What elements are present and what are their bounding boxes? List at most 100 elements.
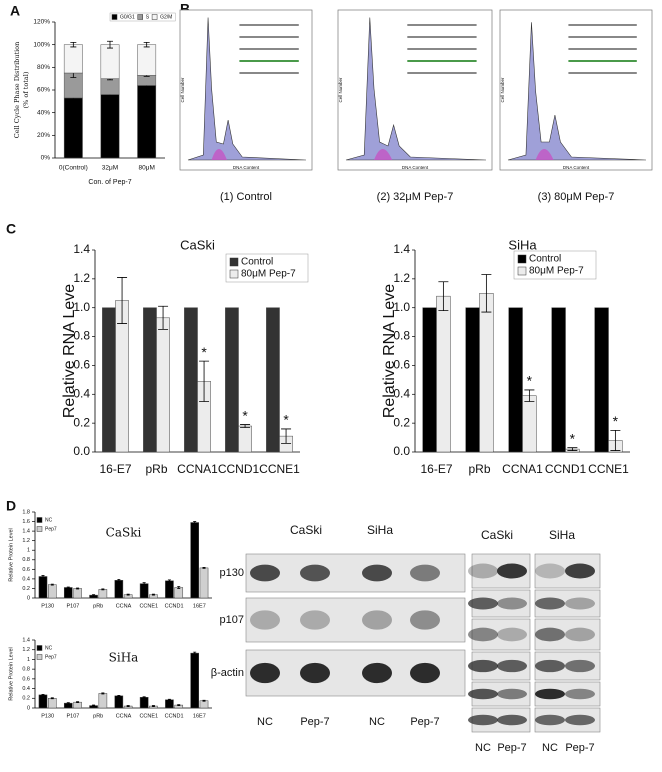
flow-caption: (1) Control: [220, 191, 272, 203]
panel-label: B: [180, 1, 190, 17]
x-tick-label: pRb: [145, 462, 167, 476]
blot-protein-label: p130: [220, 567, 244, 579]
flow-note: [568, 48, 637, 50]
legend-frame: [109, 12, 176, 22]
x-tick-label: 80μM: [138, 165, 154, 172]
error-bar: [240, 424, 251, 428]
blot-band: [535, 659, 565, 673]
legend-swatch: [137, 14, 143, 20]
blot-band: [250, 610, 280, 630]
bar: [38, 694, 48, 709]
bar: [508, 307, 523, 453]
flow-note: [568, 24, 637, 26]
legend-label: Pep7: [45, 526, 57, 532]
bar: [102, 307, 116, 453]
y-tick-label: 0: [27, 705, 30, 711]
error-bar: [167, 698, 171, 701]
y-tick-label: 0.8: [393, 329, 410, 343]
y-tick-label: 1: [27, 657, 30, 663]
panel-label: C: [6, 221, 16, 237]
bar-segment: [100, 94, 120, 159]
legend-swatch: [36, 526, 43, 532]
flow-note: [407, 60, 477, 62]
x-tick-label: CCNE1: [139, 603, 158, 609]
error-bar: [199, 360, 210, 402]
legend-frame: [225, 253, 309, 283]
significance: *: [201, 344, 207, 360]
bar-segment: [137, 85, 157, 159]
blot-lane-label: NC: [542, 742, 558, 754]
error-bar: [101, 692, 105, 695]
blot-band: [300, 610, 330, 630]
error-bar: [158, 305, 169, 330]
bar: [238, 425, 252, 453]
blot-band: [362, 662, 392, 684]
y-tick-label: 40%: [37, 109, 50, 116]
y-tick-label: 20%: [37, 132, 50, 139]
y-tick-label: 0.6: [22, 676, 30, 682]
y-tick-label: 60%: [37, 87, 50, 94]
bar: [73, 588, 82, 599]
y-tick-label: 0.8: [22, 667, 30, 673]
legend-swatch: [151, 14, 158, 20]
x-tick-label: 16-E7: [420, 462, 452, 476]
flow-caption: (3) 80μM Pep-7: [538, 191, 615, 203]
bar-segment: [100, 78, 120, 95]
panel-label: A: [10, 3, 20, 19]
blot-band: [468, 688, 498, 700]
x-tick-label: pRb: [93, 713, 103, 719]
x-tick-label: CCNE1: [139, 713, 158, 719]
bar: [165, 580, 174, 599]
blot-band: [565, 714, 595, 726]
blot-band: [410, 662, 440, 684]
flow-note: [239, 24, 299, 26]
flow-histogram: [345, 17, 487, 161]
legend-swatch: [229, 257, 239, 267]
blot-band: [300, 662, 330, 684]
significance: *: [613, 413, 619, 429]
x-tick-label: CCNE1: [259, 462, 300, 476]
flow-note: [239, 48, 299, 50]
y-tick-label: 0.0: [73, 444, 90, 458]
bar: [190, 652, 200, 709]
y-tick-label: 0.6: [393, 358, 410, 372]
x-tick-label: CCND1: [545, 462, 587, 476]
x-tick-label: pRb: [93, 603, 103, 609]
y-axis-label: Cell Cycle Phase Distribution: [13, 42, 21, 139]
y-tick-label: 0.4: [22, 686, 30, 692]
y-tick-label: 0.4: [22, 576, 30, 582]
blot-lane-label: Pep-7: [410, 716, 439, 728]
blot-band: [535, 688, 565, 700]
legend-swatch: [517, 254, 527, 264]
error-bar: [117, 694, 121, 697]
blot-band: [497, 627, 527, 642]
error-bar: [101, 588, 105, 591]
y-tick-label: 100%: [33, 41, 50, 48]
y-tick-label: 1.2: [22, 538, 30, 544]
flow-note: [239, 36, 299, 38]
blot-lane-label: Pep-7: [565, 742, 594, 754]
error-bar: [50, 697, 54, 700]
error-bar: [50, 583, 54, 586]
error-bar: [142, 696, 146, 699]
legend-swatch: [36, 517, 43, 523]
blot-lane-label: NC: [369, 716, 385, 728]
error-bar: [66, 586, 70, 589]
y-axis-label: Relative RNA Leve: [61, 284, 78, 418]
bar: [190, 522, 200, 599]
flow-s-phase: [374, 149, 393, 160]
error-bar: [76, 587, 80, 590]
y-tick-label: 0.2: [393, 415, 410, 429]
significance: *: [527, 373, 533, 389]
bar: [63, 587, 73, 599]
bar: [98, 693, 108, 709]
bar: [38, 576, 48, 599]
y-tick-label: 120%: [33, 19, 50, 26]
x-tick-label: CCNA1: [502, 462, 543, 476]
bar: [139, 583, 149, 599]
bar: [143, 307, 157, 453]
legend-label: Pep7: [45, 654, 57, 660]
error-bar: [610, 429, 621, 451]
blot-lane-label: NC: [257, 716, 273, 728]
